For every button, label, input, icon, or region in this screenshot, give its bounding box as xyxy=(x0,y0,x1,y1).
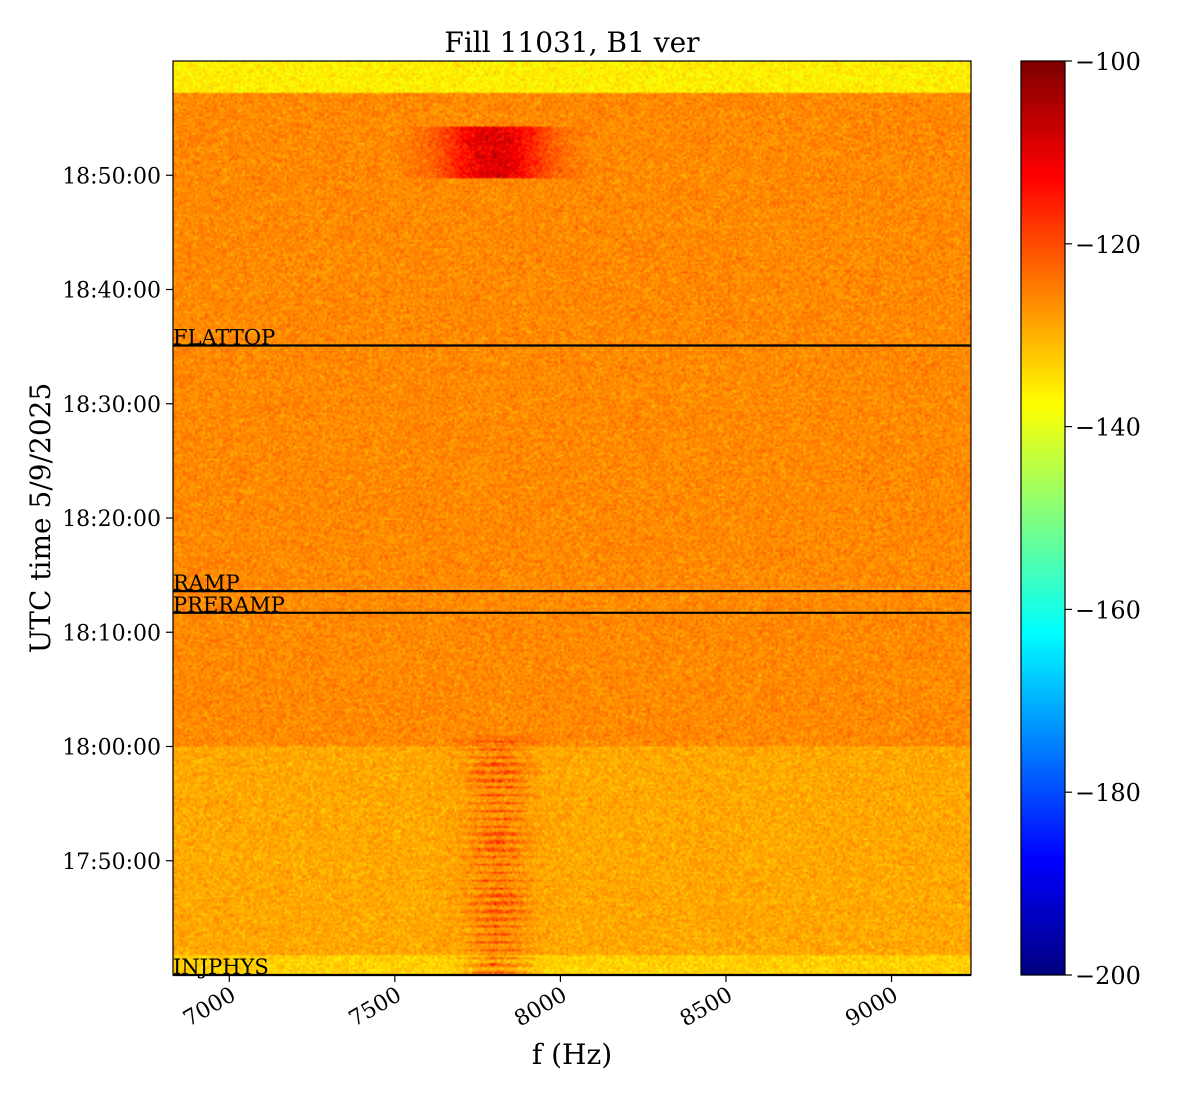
colorbar-tick-label: −180 xyxy=(1075,779,1141,807)
x-axis-label: f (Hz) xyxy=(532,1038,612,1071)
x-tick-label: 7000 xyxy=(179,983,240,1033)
chart-title: Fill 11031, B1 ver xyxy=(444,26,700,59)
colorbar-tick-label: −160 xyxy=(1075,596,1141,624)
y-tick-label: 17:50:00 xyxy=(62,850,161,875)
y-axis-label: UTC time 5/9/2025 xyxy=(24,383,57,654)
colorbar-gradient xyxy=(1021,61,1065,975)
y-axis: 17:50:00 18:00:00 18:10:00 18:20:00 18:30:00… xyxy=(62,164,173,875)
event-label-flattop: FLATTOP xyxy=(173,325,275,349)
x-tick-label: 7500 xyxy=(345,983,406,1033)
colorbar-tick-label: −140 xyxy=(1075,414,1141,442)
x-axis: 7000 7500 8000 8500 9000 xyxy=(179,975,903,1033)
y-tick-label: 18:10:00 xyxy=(62,621,161,646)
colorbar-tick-label: −200 xyxy=(1075,962,1141,990)
plot-area xyxy=(173,61,971,975)
event-label-preramp: PRERAMP xyxy=(173,593,285,617)
colorbar-ticks: −100 −120 −140 −160 −180 −200 xyxy=(1065,48,1141,990)
y-tick-label: 18:50:00 xyxy=(62,164,161,189)
y-tick-label: 18:20:00 xyxy=(62,507,161,532)
x-tick-label: 8000 xyxy=(510,983,571,1033)
x-tick-label: 8500 xyxy=(676,983,737,1033)
y-tick-label: 18:00:00 xyxy=(62,736,161,761)
event-label-ramp: RAMP xyxy=(173,571,240,595)
y-tick-label: 18:30:00 xyxy=(62,393,161,418)
colorbar-frame xyxy=(1020,60,1066,976)
colorbar: −100 −120 −140 −160 −180 −200 xyxy=(1020,48,1141,990)
spectrogram-heatmap xyxy=(173,61,971,975)
y-tick-label: 18:40:00 xyxy=(62,279,161,304)
colorbar-tick-label: −100 xyxy=(1075,48,1141,76)
colorbar-tick-label: −120 xyxy=(1075,231,1141,259)
x-tick-label: 9000 xyxy=(842,983,903,1033)
